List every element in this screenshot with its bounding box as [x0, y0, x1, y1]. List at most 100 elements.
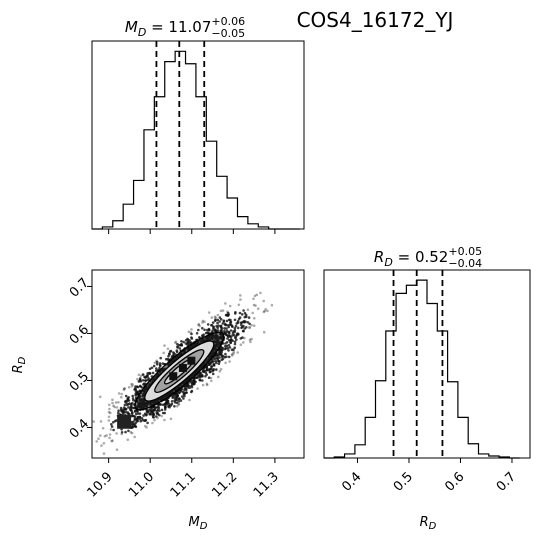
scatter-point — [212, 325, 215, 329]
density-block-low — [117, 414, 132, 429]
scatter-point — [124, 430, 127, 434]
scatter-point — [162, 351, 165, 355]
scatter-point — [177, 400, 181, 403]
scatter-point — [190, 389, 194, 393]
scatter-point — [166, 399, 169, 403]
scatter-point — [169, 417, 173, 421]
scatter-point — [131, 394, 134, 398]
svg-text:RD: RD — [11, 356, 28, 373]
title-lower-error: −0.04 — [448, 257, 482, 270]
scatter-point — [167, 354, 170, 358]
scatter-point — [205, 382, 209, 386]
scatter-point — [143, 419, 147, 422]
scatter-point — [207, 311, 211, 314]
scatter-point — [221, 309, 225, 312]
scatter-point — [177, 402, 181, 406]
scatter-point — [111, 398, 114, 402]
joint-xtick-label-2: 11.1 — [168, 469, 199, 500]
scatter-point — [188, 398, 191, 402]
title-subscript: D — [138, 26, 146, 39]
scatter-point — [141, 373, 145, 376]
svg-text:MD: MD — [189, 515, 208, 532]
scatter-point — [108, 407, 111, 411]
scatter-point — [219, 324, 223, 328]
scatter-point — [252, 303, 256, 307]
density-peak-2 — [187, 356, 196, 365]
scatter-point — [102, 452, 106, 455]
scatter-point — [166, 357, 170, 361]
scatter-point — [143, 375, 146, 379]
scatter-point — [114, 401, 118, 404]
scatter-point — [212, 357, 215, 361]
scatter-point — [127, 412, 130, 416]
scatter-point — [255, 293, 259, 297]
scatter-point — [115, 419, 118, 422]
density-peak-0 — [169, 372, 178, 381]
scatter-point — [193, 382, 196, 386]
scatter-point — [214, 319, 217, 323]
scatter-point — [127, 403, 130, 406]
scatter-point — [229, 321, 232, 325]
scatter-point — [225, 313, 229, 317]
scatter-point — [227, 355, 231, 359]
md-histogram-step — [92, 50, 300, 230]
scatter-point — [99, 420, 103, 423]
scatter-point — [236, 321, 240, 325]
scatter-point — [110, 423, 113, 426]
scatter-point — [233, 329, 237, 332]
scatter-point — [211, 360, 215, 363]
scatter-point — [186, 337, 189, 341]
scatter-point — [249, 340, 252, 344]
scatter-point — [210, 367, 213, 371]
scatter-point — [248, 326, 251, 330]
scatter-point — [215, 368, 218, 371]
scatter-point — [219, 348, 223, 352]
scatter-point — [225, 319, 229, 323]
scatter-point — [234, 311, 237, 314]
scatter-point — [141, 379, 145, 382]
scatter-point — [168, 352, 171, 356]
scatter-point — [196, 387, 199, 390]
scatter-point — [152, 416, 155, 419]
scatter-point — [216, 318, 220, 322]
scatter-point — [216, 313, 220, 317]
scatter-point — [207, 376, 211, 380]
scatter-point — [230, 354, 234, 357]
scatter-point — [229, 341, 232, 344]
joint-ytick-label-2: 0.6 — [67, 322, 92, 347]
scatter-point — [197, 328, 200, 332]
scatter-point — [168, 403, 171, 406]
scatter-point — [211, 372, 215, 376]
scatter-point — [263, 309, 267, 313]
scatter-point — [179, 343, 182, 347]
scatter-point — [117, 411, 120, 415]
scatter-point — [130, 384, 134, 388]
scatter-point — [225, 333, 228, 337]
rd-axis-label-bottom: RD — [420, 515, 437, 532]
scatter-point — [262, 299, 266, 303]
rd-marginal-xtick-label-3: 0.7 — [494, 469, 519, 494]
scatter-point — [195, 332, 199, 335]
scatter-point — [160, 414, 163, 418]
scatter-point — [211, 329, 214, 333]
scatter-point — [110, 439, 113, 443]
scatter-point — [174, 340, 178, 344]
scatter-point — [190, 385, 194, 389]
scatter-point — [217, 375, 220, 379]
scatter-point — [95, 440, 98, 443]
scatter-point — [113, 405, 116, 409]
scatter-point — [219, 318, 223, 321]
joint-xtick-label-1: 11.0 — [126, 469, 157, 500]
scatter-point — [138, 384, 142, 388]
scatter-point — [107, 419, 111, 422]
scatter-point — [172, 352, 176, 355]
joint-xtick-label-4: 11.3 — [251, 469, 282, 500]
scatter-point — [241, 329, 245, 333]
scatter-point — [201, 326, 204, 330]
scatter-point — [238, 316, 242, 319]
scatter-point — [190, 336, 193, 339]
scatter-point — [182, 397, 185, 400]
scatter-point — [216, 357, 220, 361]
scatter-point — [173, 401, 177, 404]
scatter-point — [130, 409, 133, 413]
